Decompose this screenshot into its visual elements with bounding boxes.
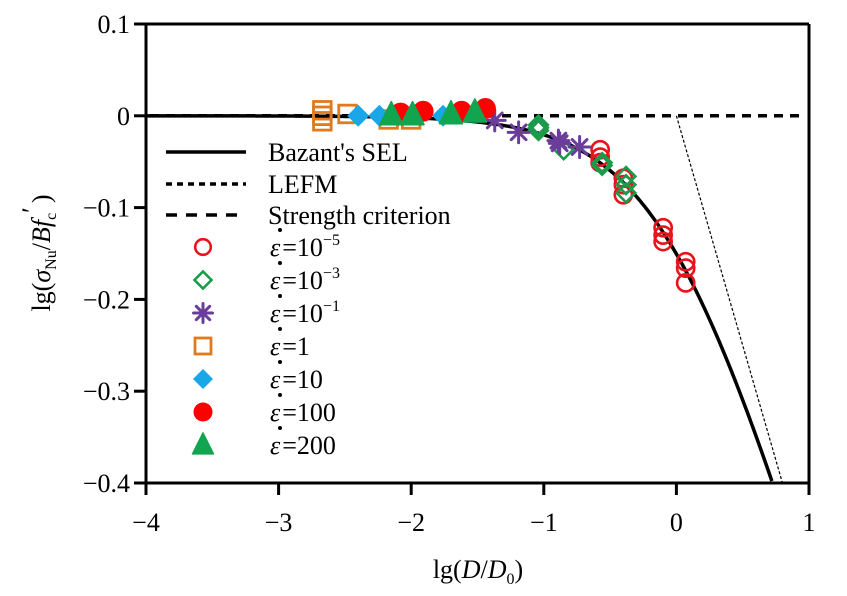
x-axis-title: lg(D/D0) — [433, 555, 523, 588]
legend-strength-label: Strength criterion — [268, 201, 451, 230]
y-tick-label: −0.2 — [83, 285, 130, 314]
data-point — [506, 120, 531, 145]
legend-label-5: ε=100 — [270, 398, 336, 427]
asterisk-stroke — [550, 134, 569, 153]
legend-marker-2 — [192, 302, 214, 324]
points-layer — [312, 98, 696, 293]
x-tick-label: −4 — [132, 508, 160, 537]
y-tick-label: −0.1 — [83, 194, 130, 223]
data-point — [567, 135, 592, 159]
legend-marker-4 — [193, 369, 213, 389]
data-point — [312, 111, 333, 132]
legend-marker-6 — [191, 432, 215, 455]
data-point — [590, 147, 611, 167]
series-6 — [379, 98, 488, 126]
data-point — [614, 173, 638, 196]
data-point — [614, 165, 638, 188]
data-point — [347, 104, 370, 127]
data-point — [527, 119, 550, 142]
series-1 — [527, 113, 638, 205]
y-tick-label: −0.4 — [83, 469, 130, 498]
data-point — [675, 258, 696, 279]
legend-lefm-label: LEFM — [268, 170, 337, 199]
data-point — [614, 181, 638, 205]
epsilon-dot — [278, 426, 282, 430]
data-point — [547, 131, 572, 156]
data-point — [462, 98, 488, 123]
x-tick-label: 1 — [803, 508, 816, 537]
epsilon-dot — [278, 393, 282, 397]
legend-marker-0 — [193, 237, 213, 257]
asterisk-stroke — [509, 123, 528, 142]
x-tick-label: 0 — [670, 508, 683, 537]
legend-marker-3 — [193, 336, 213, 356]
epsilon-dot — [278, 327, 282, 331]
y-axis-title: lg(σNu/Bfc′) — [17, 194, 60, 311]
data-point — [527, 116, 550, 139]
lefm-line — [675, 115, 784, 484]
data-point — [438, 99, 464, 125]
y-tick-label: 0 — [117, 102, 130, 131]
data-point — [400, 100, 425, 126]
epsilon-dot — [278, 360, 282, 364]
lines-layer — [146, 114, 805, 484]
data-point — [379, 100, 404, 126]
data-point — [675, 272, 696, 293]
legend-marker-1 — [192, 269, 214, 291]
x-tick-label: −2 — [397, 508, 425, 537]
data-point — [613, 174, 634, 195]
asterisk-stroke — [194, 304, 212, 322]
legend-label-0: ε=10−5 — [270, 232, 340, 262]
data-point — [590, 154, 614, 177]
epsilon-dot — [278, 228, 282, 232]
legend-marker-5 — [193, 402, 213, 422]
data-point — [653, 217, 674, 238]
epsilon-dot — [278, 261, 282, 265]
legend-label-3: ε=1 — [270, 332, 310, 361]
legend-label-2: ε=10−1 — [270, 298, 340, 328]
x-tick-label: −3 — [265, 508, 293, 537]
legend-sel-label: Bazant's SEL — [268, 138, 408, 167]
data-point — [527, 113, 550, 137]
plot-frame — [134, 22, 811, 495]
y-tick-label: −0.3 — [83, 377, 130, 406]
data-point — [675, 251, 696, 272]
x-tick-label: −1 — [530, 508, 558, 537]
series-0 — [590, 139, 696, 293]
data-point — [653, 231, 674, 252]
y-tick-label: 0.1 — [98, 10, 131, 39]
ticks-layer: −4 −3 −2 −1 0 1 0.1 0 −0.1 −0.2 −0.3 −0.4 — [83, 10, 816, 537]
epsilon-dot — [278, 294, 282, 298]
data-point — [590, 151, 614, 174]
legend-label-6: ε=200 — [270, 431, 336, 460]
legend-label-4: ε=10 — [270, 365, 323, 394]
asterisk-stroke — [570, 138, 589, 156]
data-point — [653, 225, 674, 246]
bazant-sel-curve — [146, 114, 774, 482]
legend-label-1: ε=10−3 — [270, 265, 340, 295]
